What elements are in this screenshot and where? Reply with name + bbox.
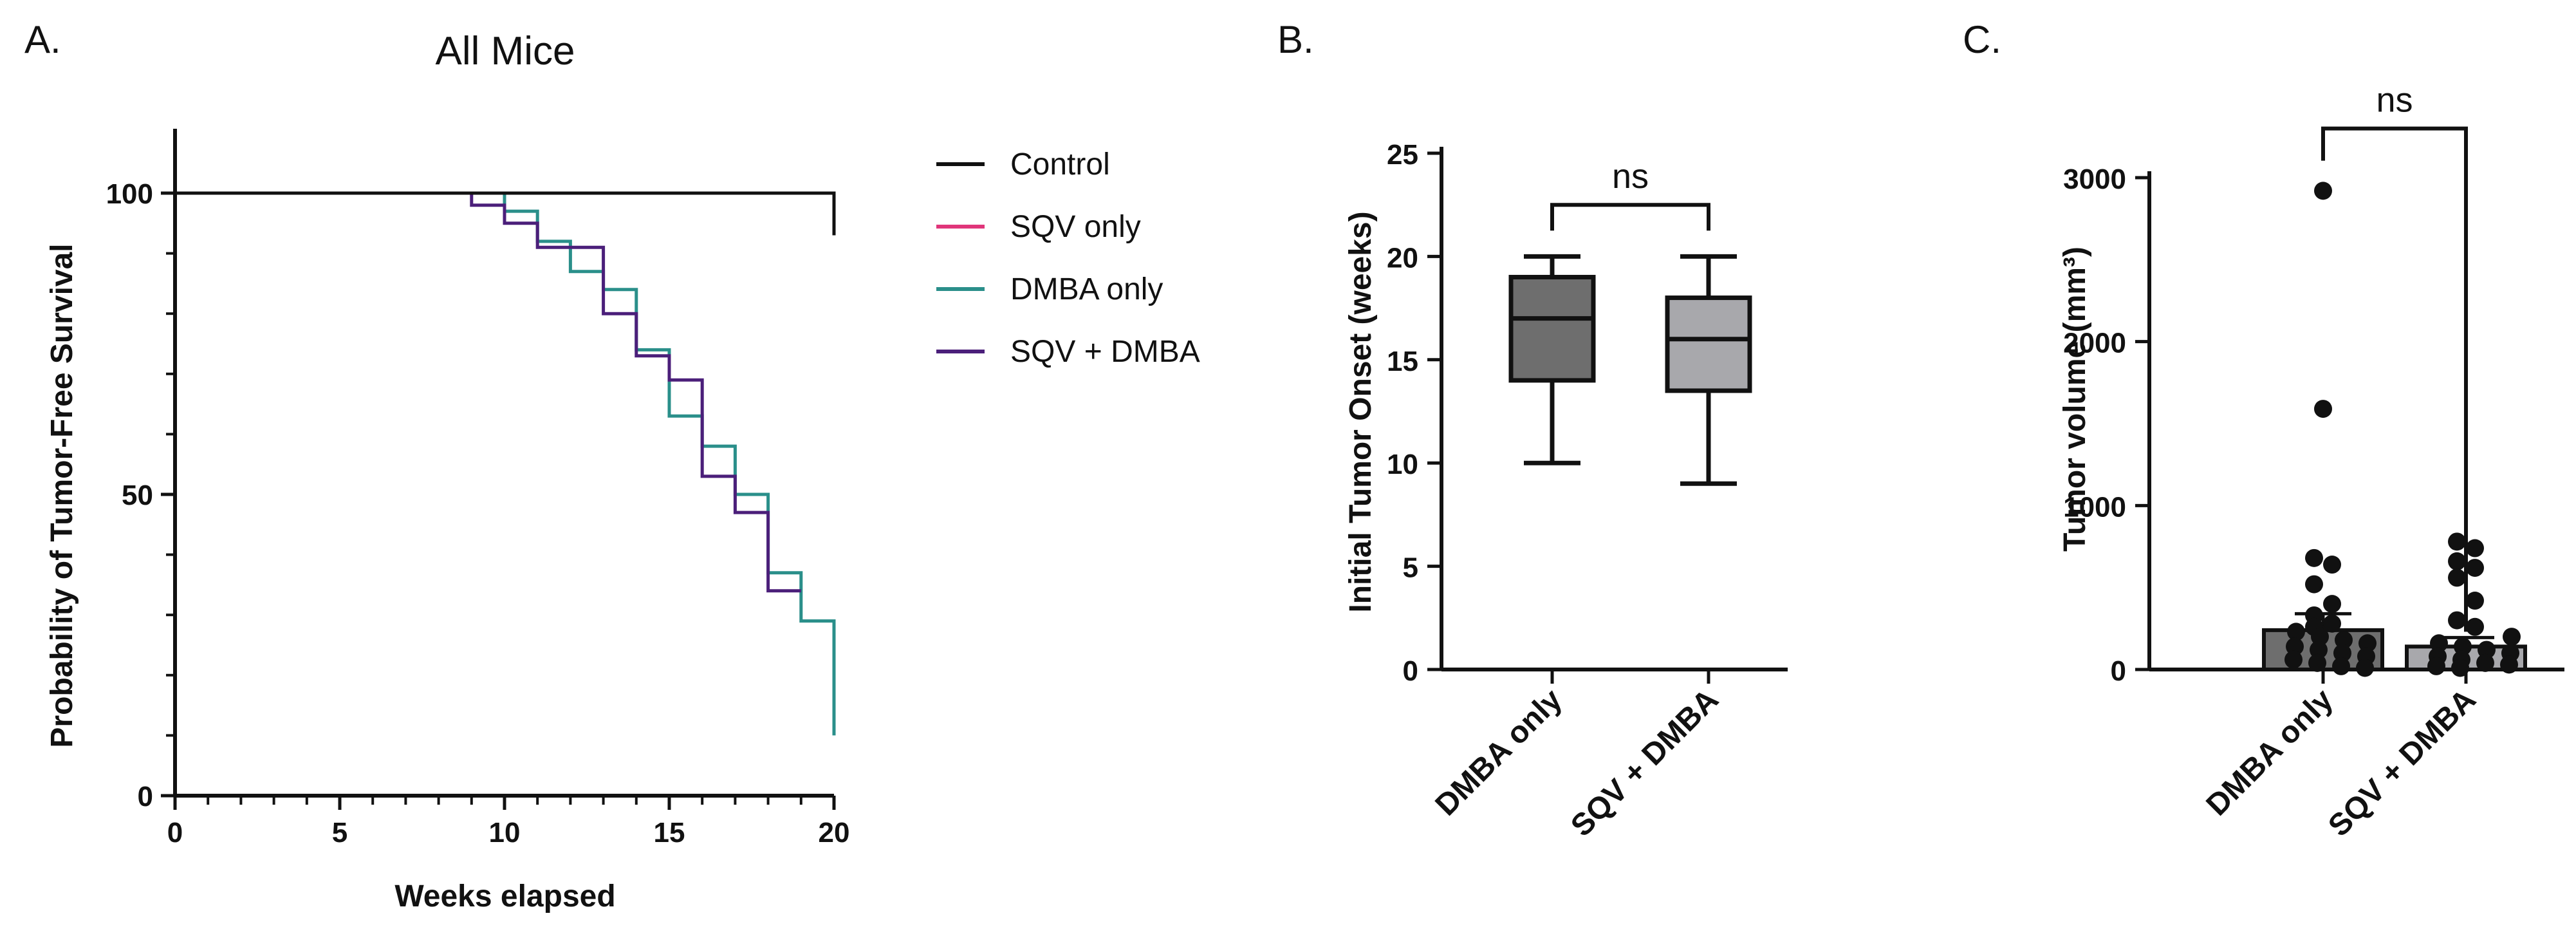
x-tick-label: 15 bbox=[654, 817, 685, 848]
x-category-label: SQV + DMBA bbox=[2322, 682, 2483, 843]
panel-a-letter: A. bbox=[24, 18, 61, 61]
legend-label: Control bbox=[1010, 147, 1110, 182]
x-category-label: DMBA only bbox=[2200, 682, 2340, 822]
data-point bbox=[2430, 634, 2448, 653]
box-iqr bbox=[1665, 295, 1752, 393]
data-point bbox=[2310, 641, 2328, 659]
significance-label: ns bbox=[2376, 81, 2413, 120]
y-tick-label: 2000 bbox=[2063, 328, 2126, 359]
series-line-sqv-dmba bbox=[175, 191, 801, 593]
data-point bbox=[2466, 592, 2484, 610]
y-tick-label: 0 bbox=[1403, 655, 1418, 687]
x-category-label: DMBA only bbox=[1429, 682, 1569, 822]
data-point bbox=[2503, 628, 2521, 646]
panel-b-y-axis-label: Initial Tumor Onset (weeks) bbox=[1344, 211, 1378, 612]
panel-a-title: All Mice bbox=[435, 29, 575, 73]
panel-a-axes: 0 50 100 0 5 10 15 20 bbox=[106, 129, 850, 848]
panel-b-letter: B. bbox=[1277, 18, 1314, 61]
data-point bbox=[2358, 634, 2377, 653]
x-tick-label: 10 bbox=[489, 817, 521, 848]
y-tick-label: 0 bbox=[138, 781, 153, 812]
series-line-dmba-only bbox=[175, 191, 836, 736]
panel-c-y-axis-label: Tumor volume (mm³) bbox=[2058, 247, 2092, 552]
y-tick-label: 15 bbox=[1387, 346, 1418, 377]
series-line-control bbox=[175, 191, 836, 236]
significance-bracket bbox=[2321, 126, 2468, 632]
data-point bbox=[2448, 611, 2466, 630]
data-point bbox=[2305, 575, 2323, 594]
panel-a-x-axis-label: Weeks elapsed bbox=[394, 879, 615, 913]
y-tick-label: 0 bbox=[2111, 655, 2126, 687]
data-point bbox=[2333, 644, 2351, 662]
data-point bbox=[2311, 628, 2329, 646]
data-point bbox=[2287, 623, 2305, 641]
legend-label: SQV only bbox=[1010, 210, 1141, 244]
data-point bbox=[2466, 617, 2484, 636]
y-tick-label: 10 bbox=[1387, 449, 1418, 480]
data-point bbox=[2454, 637, 2472, 656]
data-point bbox=[2448, 552, 2466, 570]
data-point bbox=[2478, 641, 2496, 659]
significance-label: ns bbox=[1612, 157, 1649, 196]
y-tick-label: 50 bbox=[122, 480, 153, 511]
significance-bracket bbox=[1550, 203, 1710, 231]
panel-c-letter: C. bbox=[1963, 18, 2001, 61]
y-tick-label: 1000 bbox=[2063, 491, 2126, 523]
x-tick-label: 5 bbox=[332, 817, 347, 848]
data-point bbox=[2466, 539, 2484, 557]
panel-a: A. All Mice 0 50 100 0 5 10 15 20 Weeks elapsed… bbox=[24, 18, 1200, 913]
legend-label: DMBA only bbox=[1010, 272, 1163, 306]
panel-a-series bbox=[175, 191, 836, 736]
data-point bbox=[2476, 653, 2494, 672]
x-tick-label: 0 bbox=[167, 817, 183, 848]
data-point bbox=[2448, 532, 2466, 551]
data-point bbox=[2448, 568, 2466, 587]
data-point bbox=[2427, 657, 2445, 675]
data-point bbox=[2314, 182, 2332, 200]
y-tick-label: 5 bbox=[1403, 552, 1418, 584]
data-point bbox=[2314, 400, 2332, 418]
panel-a-legend: Control SQV only DMBA only SQV + DMBA bbox=[936, 147, 1200, 369]
legend-label: SQV + DMBA bbox=[1010, 335, 1200, 369]
panel-a-y-axis-label: Probability of Tumor-Free Survival bbox=[45, 243, 79, 747]
y-tick-label: 3000 bbox=[2063, 164, 2126, 195]
y-tick-label: 25 bbox=[1387, 139, 1418, 171]
data-point bbox=[2332, 657, 2350, 675]
y-tick-label: 20 bbox=[1387, 242, 1418, 274]
data-point bbox=[2323, 595, 2341, 613]
data-point bbox=[2305, 548, 2323, 567]
data-point bbox=[2308, 653, 2326, 672]
data-point bbox=[2286, 637, 2304, 656]
data-point bbox=[2323, 556, 2341, 574]
x-category-label: SQV + DMBA bbox=[1564, 682, 1725, 843]
data-point bbox=[2323, 614, 2341, 633]
y-tick-label: 100 bbox=[106, 178, 153, 210]
data-point bbox=[2284, 650, 2303, 669]
box-iqr bbox=[1508, 274, 1596, 383]
data-point bbox=[2466, 559, 2484, 577]
x-tick-label: 20 bbox=[819, 817, 850, 848]
data-point bbox=[2335, 631, 2353, 650]
